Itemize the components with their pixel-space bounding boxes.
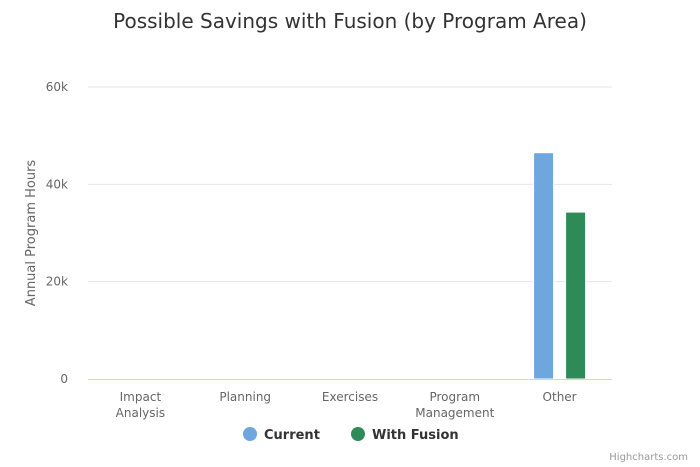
bar-with-fusion[interactable]	[565, 211, 587, 380]
y-axis-label: Annual Program Hours	[24, 160, 39, 307]
x-tick-label: Planning	[219, 390, 271, 404]
x-tick-label: Exercises	[322, 390, 378, 404]
chart-title: Possible Savings with Fusion (by Program…	[113, 9, 587, 33]
legend-marker	[243, 427, 257, 441]
legend-label: With Fusion	[372, 428, 459, 443]
x-tick-label: Impact Analysis	[116, 390, 165, 420]
legend-item-with-fusion[interactable]: With Fusion	[351, 427, 459, 443]
legend: Current With Fusion	[243, 427, 459, 443]
y-axis-ticks: 0 20k 40k 60k	[46, 80, 68, 386]
x-tick-label: Program Management	[415, 390, 494, 420]
x-tick-label: Other	[543, 390, 577, 404]
y-tick-label: 40k	[46, 177, 68, 191]
x-axis-ticks: Impact Analysis Planning Exercises Program Ma…	[116, 390, 577, 420]
credits-link[interactable]: Highcharts.com	[609, 452, 688, 463]
y-tick-label: 20k	[46, 275, 68, 289]
legend-marker	[351, 427, 365, 441]
legend-label: Current	[264, 428, 320, 443]
grid-lines	[88, 86, 612, 283]
bars	[533, 152, 587, 380]
bar-current[interactable]	[533, 152, 555, 380]
y-tick-label: 0	[60, 372, 68, 386]
y-tick-label: 60k	[46, 80, 68, 94]
legend-item-current[interactable]: Current	[243, 427, 320, 443]
